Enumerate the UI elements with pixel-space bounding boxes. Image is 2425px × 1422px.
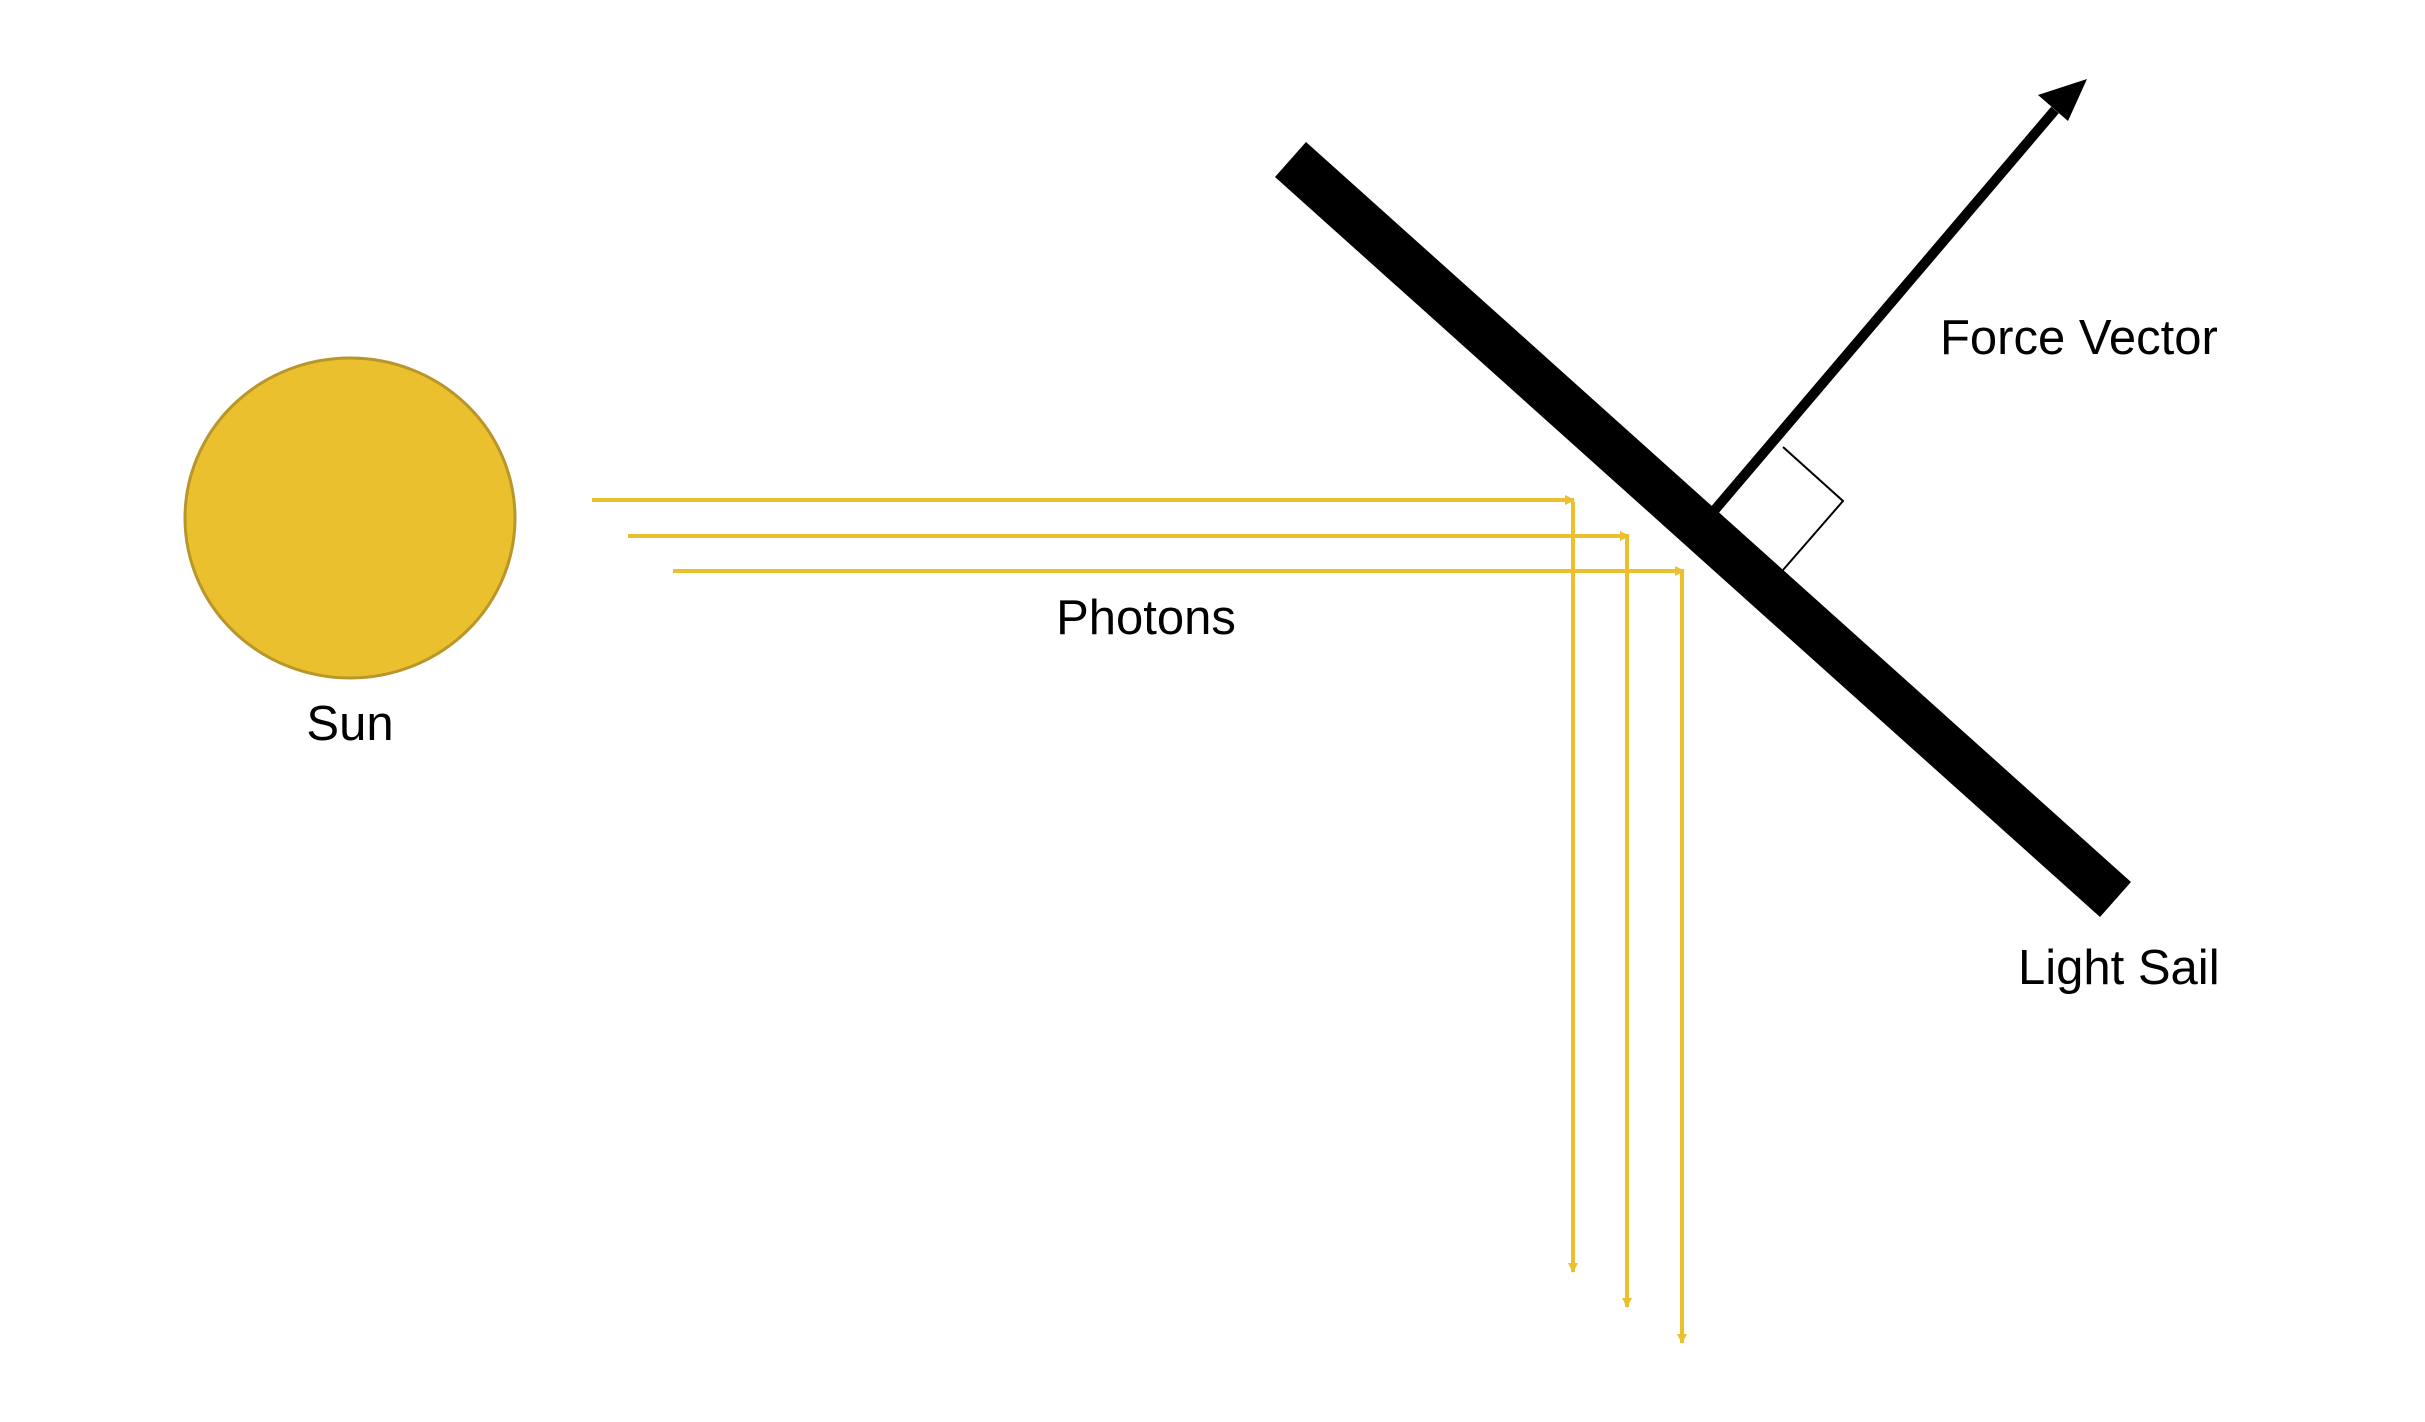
- sun-label: Sun: [306, 697, 393, 751]
- photons-label: Photons: [1056, 591, 1236, 645]
- sun-circle: [183, 356, 517, 680]
- right-angle-marker: [1782, 446, 1845, 571]
- light-sail-label: Light Sail: [2018, 941, 2220, 995]
- force-vector-arrowhead: [2038, 79, 2087, 121]
- force-vector-label: Force Vector: [1940, 311, 2218, 365]
- force-vector-shaft: [1709, 106, 2059, 516]
- photon-rays: [592, 495, 1687, 1344]
- light-sail: [1275, 142, 2131, 917]
